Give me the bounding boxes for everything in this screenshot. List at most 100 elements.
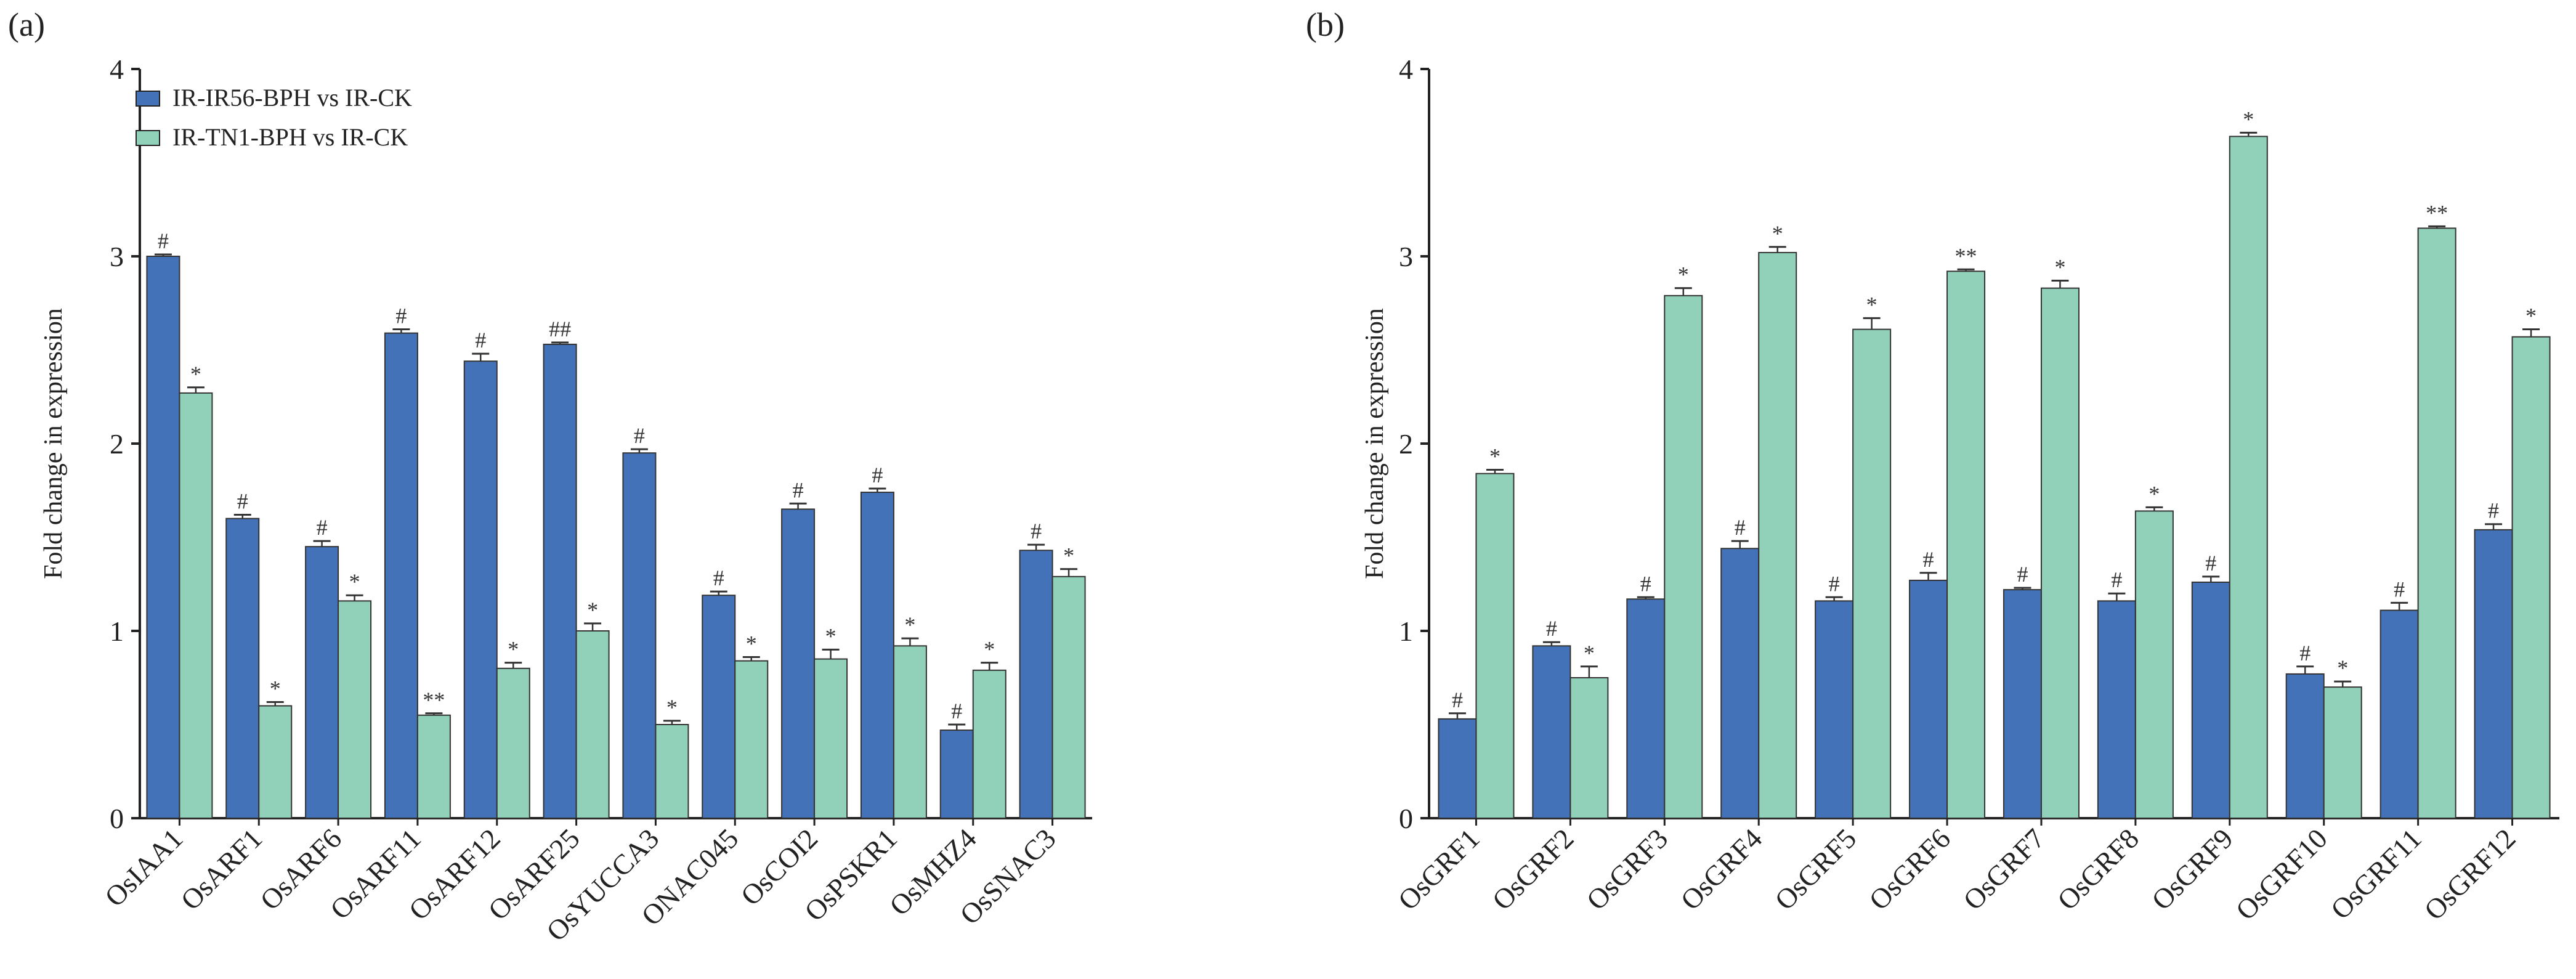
- legend-label: IR-IR56-BPH vs IR-CK: [172, 84, 412, 112]
- panel-label: (a): [8, 6, 45, 43]
- significance-label: *: [825, 624, 836, 648]
- significance-label: #: [1452, 688, 1463, 712]
- bar-series1: [781, 508, 816, 819]
- bar-series1: [622, 452, 657, 819]
- significance-label: #: [634, 423, 645, 448]
- x-tick-label: OsGRF4: [1675, 823, 1768, 916]
- x-tick-label: OsGRF9: [2145, 823, 2239, 916]
- significance-label: *: [2054, 255, 2065, 280]
- y-tick-label: 0: [110, 803, 124, 834]
- legend-swatch: [136, 130, 160, 146]
- chart-panel-b: (b) Fold change in expression 0 1 2 3 4 # * OsGRF…: [1306, 6, 2559, 926]
- x-tick-label: OsGRF3: [1581, 823, 1674, 916]
- bar-series2: [814, 658, 848, 819]
- significance-label: *: [1584, 641, 1595, 665]
- bar-series1: [702, 595, 736, 819]
- significance-label: #: [2205, 551, 2216, 575]
- y-tick-label: 1: [110, 615, 124, 647]
- y-axis-title: Fold change in expression: [39, 308, 68, 579]
- y-tick-label: 3: [1399, 241, 1413, 272]
- bar-series1: [939, 729, 974, 819]
- significance-label: #: [395, 304, 407, 328]
- significance-label: *: [1678, 262, 1689, 287]
- significance-label: *: [1063, 543, 1074, 568]
- bar-series1: [2191, 581, 2230, 819]
- bar-series1: [1626, 598, 1666, 819]
- significance-label: #: [793, 477, 804, 502]
- bar-series1: [146, 256, 180, 819]
- significance-label: #: [2488, 498, 2499, 523]
- significance-label: *: [508, 637, 519, 662]
- significance-label: #: [1923, 547, 1934, 572]
- bar-series2: [1475, 473, 1515, 819]
- bar-series1: [543, 343, 577, 819]
- bar-series1: [1815, 600, 1854, 819]
- significance-label: #: [1829, 571, 1840, 596]
- significance-label: #: [713, 566, 724, 590]
- bar-series2: [1664, 295, 1703, 819]
- x-tick-label: OsGRF7: [1957, 823, 2051, 916]
- significance-label: *: [190, 362, 201, 386]
- significance-label: *: [587, 598, 598, 622]
- significance-label: *: [1489, 444, 1501, 469]
- significance-label: #: [1031, 519, 1042, 543]
- bar-series1: [1532, 645, 1571, 819]
- legend-label: IR-TN1-BPH vs IR-CK: [172, 123, 408, 151]
- significance-label: #: [1640, 571, 1651, 596]
- legend-swatch: [136, 91, 160, 107]
- y-tick-label: 4: [1399, 54, 1413, 85]
- bar-series2: [338, 600, 372, 819]
- bar-series2: [416, 714, 451, 819]
- y-tick-label: 2: [110, 428, 124, 460]
- significance-label: *: [1866, 292, 1877, 317]
- x-tick-label: OsGRF12: [2418, 823, 2522, 926]
- significance-label: *: [984, 637, 995, 662]
- bar-series2: [1946, 270, 1986, 819]
- bar-series1: [2474, 529, 2513, 819]
- significance-label: *: [2337, 656, 2348, 680]
- significance-label: *: [746, 632, 757, 656]
- significance-label: ##: [549, 317, 571, 341]
- bar-series1: [1019, 550, 1053, 819]
- bar-series1: [2380, 609, 2419, 819]
- x-tick-label: OsGRF8: [2051, 823, 2145, 916]
- significance-label: #: [158, 229, 169, 253]
- bar-series1: [1720, 548, 1760, 819]
- bar-series1: [463, 360, 498, 819]
- significance-label: *: [904, 612, 915, 637]
- significance-label: #: [2111, 567, 2122, 592]
- bar-series2: [575, 630, 610, 819]
- bar-series2: [2040, 287, 2080, 819]
- significance-label: #: [2394, 577, 2405, 601]
- x-tick-label: OsGRF1: [1392, 823, 1486, 916]
- significance-label: *: [1772, 221, 1783, 246]
- significance-label: #: [1735, 515, 1746, 540]
- x-tick-label: OsGRF6: [1863, 823, 1956, 916]
- bar-series1: [2097, 600, 2136, 819]
- bar-series2: [179, 392, 213, 819]
- y-axis-title: Fold change in expression: [1361, 308, 1389, 579]
- bar-series1: [384, 332, 418, 819]
- significance-label: #: [872, 463, 883, 487]
- significance-label: **: [2426, 200, 2448, 225]
- x-tick-label: OsIAA1: [99, 823, 188, 912]
- bar-series2: [258, 705, 293, 819]
- y-tick-label: 0: [1399, 803, 1413, 834]
- significance-label: **: [1955, 243, 1977, 268]
- bar-series2: [893, 645, 927, 819]
- significance-label: #: [317, 515, 328, 540]
- chart-panel-a: (a) Fold change in expression 0 1 2 3 4 # * OsIAA…: [8, 6, 1092, 947]
- bar-series2: [2229, 136, 2268, 819]
- bar-series1: [1438, 718, 1477, 819]
- x-tick-label: OsGRF10: [2230, 823, 2333, 926]
- bar-series1: [860, 492, 894, 819]
- bar-series2: [972, 669, 1007, 819]
- bar-series2: [734, 660, 769, 819]
- bar-series2: [1758, 251, 1797, 819]
- significance-label: *: [270, 676, 281, 701]
- bar-series1: [2003, 589, 2042, 819]
- legend: IR-IR56-BPH vs IR-CK IR-TN1-BPH vs IR-CK: [136, 84, 412, 151]
- bar-series2: [655, 724, 689, 819]
- y-tick-label: 3: [110, 241, 124, 272]
